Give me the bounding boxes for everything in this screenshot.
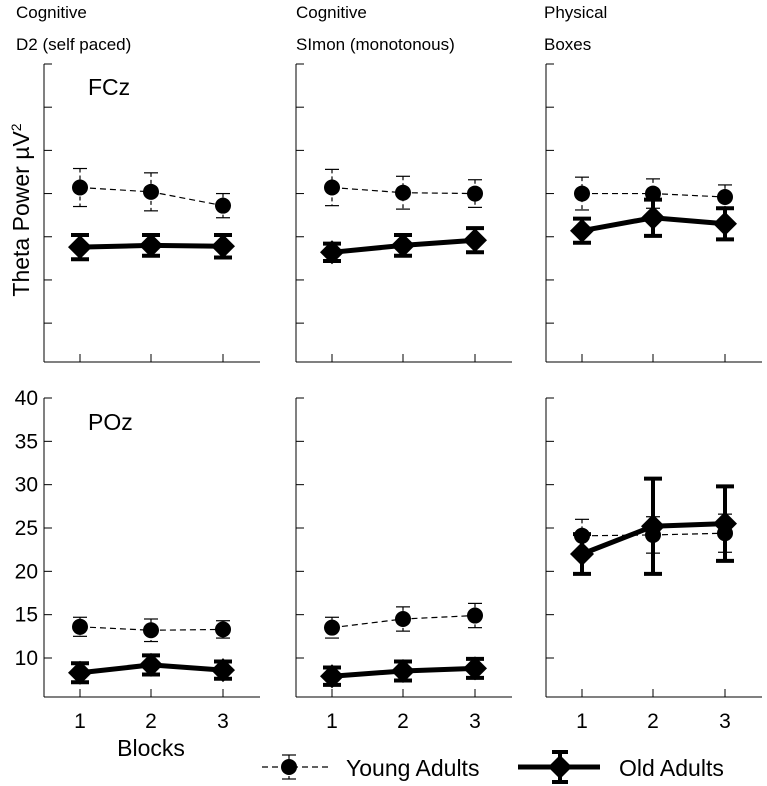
panel-poz-simon-frame: [295, 398, 512, 698]
electrode-label-fcz: FCz: [88, 74, 130, 100]
x-axis-title: Blocks: [117, 735, 185, 761]
young-adults-point: [645, 185, 661, 202]
old-adults-point: [320, 664, 344, 689]
y-tick-label-15: 15: [15, 604, 38, 627]
old-adults-point: [320, 240, 344, 265]
col-title-2-line2: SImon (monotonous): [296, 35, 455, 54]
young-adults-point: [215, 197, 231, 214]
old-adults-point: [139, 652, 163, 677]
young-adults-point: [72, 618, 88, 635]
young-adults-point: [574, 185, 590, 202]
legend-old-symbol: [518, 750, 600, 784]
young-adults-point: [143, 183, 159, 200]
y-tick-label-30: 30: [15, 474, 38, 497]
old-adults-point: [211, 234, 235, 259]
young-adults-point: [72, 179, 88, 196]
col-title-1-line1: Cognitive: [16, 3, 87, 22]
old-adults-point: [211, 658, 235, 683]
panel-fcz-simon-frame: [295, 64, 512, 363]
legend-young-symbol: [262, 754, 330, 780]
old-adults-point: [570, 218, 594, 243]
young-adults-point: [143, 622, 159, 639]
old-adults-point: [463, 228, 487, 253]
old-adults-point: [139, 233, 163, 258]
data-series: [68, 167, 737, 689]
old-adults-point: [570, 542, 594, 566]
old-adults-point: [463, 656, 487, 681]
panel-poz-d2-frame: [43, 398, 260, 698]
old-adults-point: [713, 211, 737, 236]
old-adults-point: [68, 660, 92, 685]
old-adults-point: [68, 235, 92, 260]
old-adults-point: [391, 233, 415, 258]
x-tick-label-1: 1: [326, 710, 338, 733]
young-adults-point: [395, 611, 411, 627]
y-axis-title: Theta Power µV2: [8, 123, 34, 296]
col-title-2-line1: Cognitive: [296, 3, 367, 22]
x-tick-label-2: 2: [145, 710, 157, 733]
young-adults-point: [717, 189, 733, 206]
x-tick-label-1: 1: [576, 710, 588, 733]
electrode-label-poz: POz: [88, 409, 133, 435]
x-tick-label-1: 1: [74, 710, 86, 733]
x-tick-label-2: 2: [647, 710, 659, 733]
legend-young-label: Young Adults: [346, 755, 479, 781]
x-tick-label-2: 2: [397, 710, 409, 733]
old-adults-point: [391, 659, 415, 683]
legend: Young Adults Old Adults: [262, 750, 724, 784]
legend-old-label: Old Adults: [619, 755, 724, 781]
y-tick-label-40: 40: [15, 387, 38, 410]
young-adults-point: [324, 619, 340, 636]
panel-fcz-d2-frame: [43, 64, 260, 363]
x-tick-labels: 1 2 3 1 2 3 1 2 3: [74, 710, 731, 733]
x-tick-label-3: 3: [469, 710, 481, 733]
col-title-3-line1: Physical: [544, 3, 607, 22]
y-tick-label-10: 10: [15, 647, 38, 670]
y-tick-label-25: 25: [15, 517, 38, 540]
y-tick-labels: 10 15 20 25 30 35 40: [15, 387, 38, 670]
young-adults-point: [467, 607, 483, 624]
old-adults-point: [641, 514, 665, 539]
young-adults-point: [324, 179, 340, 196]
young-adults-point: [215, 621, 231, 638]
x-tick-label-3: 3: [217, 710, 229, 733]
old-adults-point: [713, 511, 737, 536]
young-adults-point: [395, 184, 411, 201]
col-title-3-line2: Boxes: [544, 35, 591, 54]
x-tick-label-3: 3: [719, 710, 731, 733]
old-adults-point: [641, 205, 665, 230]
y-tick-label-20: 20: [15, 560, 38, 583]
y-tick-label-35: 35: [15, 430, 38, 453]
tick-marks: [44, 63, 726, 697]
young-adults-point: [467, 185, 483, 202]
col-title-1-line2: D2 (self paced): [16, 35, 131, 54]
